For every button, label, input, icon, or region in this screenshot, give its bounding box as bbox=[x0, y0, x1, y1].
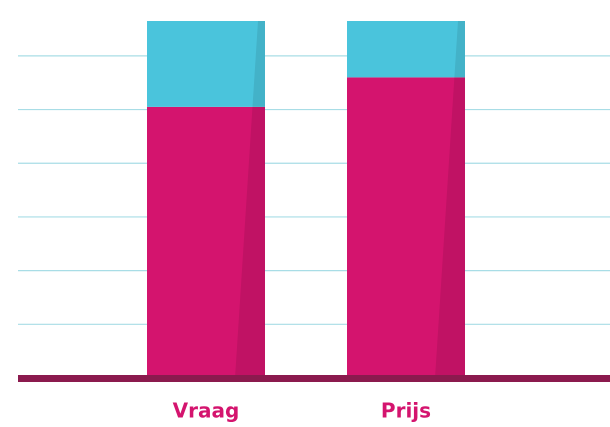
x-tick-label: Vraag bbox=[173, 399, 240, 423]
bar-segment bbox=[347, 77, 465, 379]
x-tick-label: Prijs bbox=[381, 399, 431, 423]
bar-segment bbox=[147, 21, 265, 107]
bar-segment bbox=[147, 106, 265, 378]
baseline bbox=[18, 375, 610, 382]
bar-shade bbox=[435, 21, 465, 378]
bar-segment bbox=[347, 21, 465, 78]
bar-shade bbox=[235, 21, 265, 378]
